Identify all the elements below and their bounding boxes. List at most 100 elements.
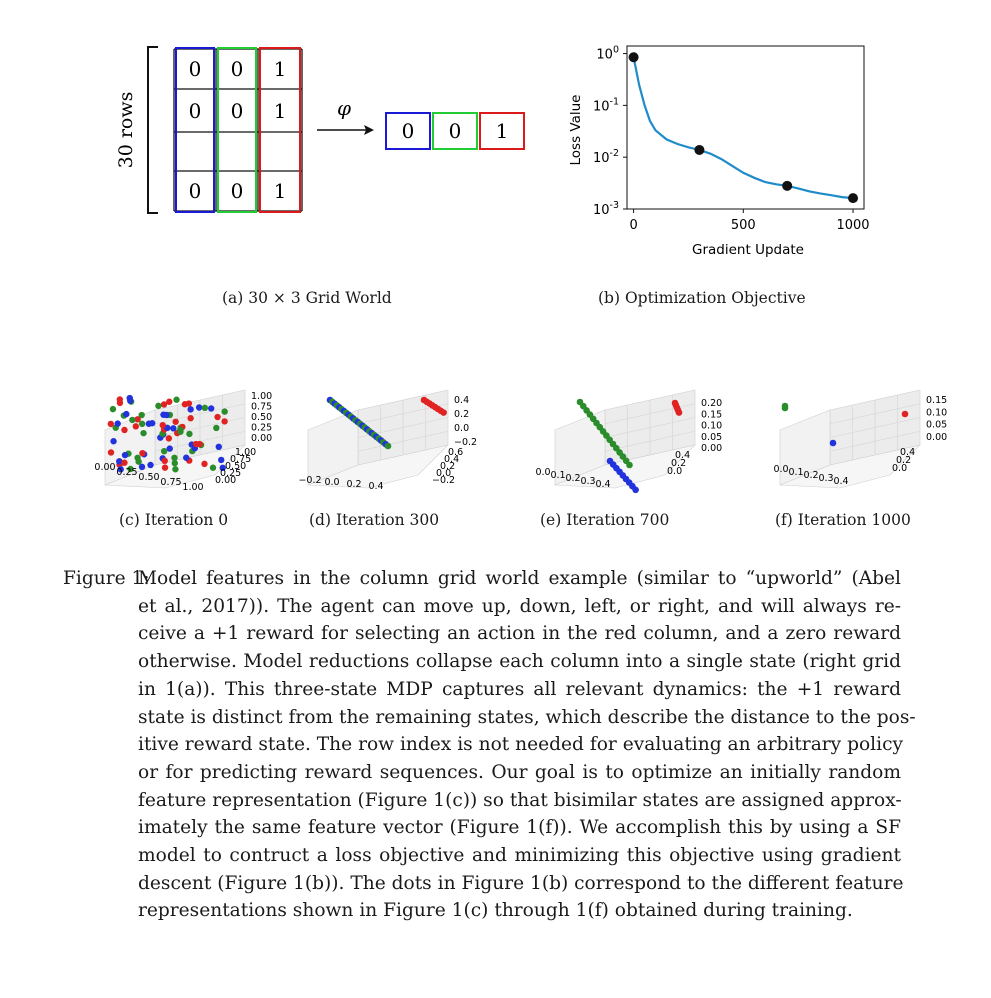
y-tick-label: 1.00 <box>235 447 256 458</box>
y-tick-label: 10-3 <box>593 200 619 218</box>
blue-column-box <box>175 47 215 213</box>
caption-f: (f) Iteration 1000 <box>775 511 911 529</box>
scatter-point <box>127 465 134 473</box>
z-tick-label: 0.15 <box>701 409 722 420</box>
scatter-point <box>138 411 145 419</box>
scatter-point <box>129 416 136 424</box>
scatter-point <box>218 456 225 464</box>
y-tick-label: 0.4 <box>444 454 459 465</box>
scatter-point <box>177 428 184 435</box>
phi-symbol: φ <box>337 96 351 120</box>
scatter-point <box>166 398 173 405</box>
z-tick-label: 0.25 <box>251 423 272 434</box>
y-tick-label: 0.0 <box>436 468 451 479</box>
y-tick-label: 0.2 <box>896 455 911 466</box>
scatter-point <box>121 426 128 434</box>
scatter-point <box>171 460 178 467</box>
scatter-point <box>161 464 169 471</box>
iteration-700-scatter: 0.200.150.100.050.000.0 0.1 0.2 0.3 0.40.40.… <box>535 389 722 494</box>
scatter-point <box>187 415 194 422</box>
z-tick-label: 0.10 <box>701 421 722 432</box>
caption-d: (d) Iteration 300 <box>309 511 440 529</box>
cell-r1-c3: 1 <box>274 57 287 81</box>
scatter-point <box>107 420 115 428</box>
x-tick-label: 1000 <box>836 218 869 233</box>
z-tick-label: 0.10 <box>926 407 947 418</box>
grid-line <box>154 417 246 438</box>
scatter-point <box>132 423 140 430</box>
result-blue-box <box>385 112 431 150</box>
caption-line: in 1(a)). This three-state MDP captures … <box>138 678 901 700</box>
scatter-point <box>114 420 121 427</box>
y-tick-label: 0.2 <box>440 461 455 472</box>
y-axis-label: Loss Value <box>568 95 584 166</box>
scatter-point <box>384 442 392 450</box>
scatter-point <box>221 418 228 425</box>
scatter-point <box>116 399 124 407</box>
caption-line: ceive a +1 reward for selecting an actio… <box>138 623 901 645</box>
scatter-point <box>109 405 117 413</box>
result-cell-2: 0 <box>449 119 462 143</box>
x-tick-label: 0.4 <box>595 479 610 490</box>
loss-axes: 0 500 1000 100 10-1 10-2 10-3 <box>593 45 870 233</box>
grid-line <box>829 417 921 438</box>
z-tick-label: 0.75 <box>251 402 272 413</box>
scatter-point <box>147 461 154 469</box>
caption-line: otherwise. Model reductions collapse eac… <box>138 651 901 673</box>
x-tick-label: 0.1 <box>550 470 565 481</box>
scatter-point <box>192 440 200 448</box>
y-tick-label: −0.2 <box>432 475 455 486</box>
scatter-point <box>214 413 221 421</box>
result-green-box <box>432 112 478 150</box>
y-tick-label: 0.0 <box>892 463 907 474</box>
x-tick-label: 0.4 <box>833 476 848 487</box>
cell-r2-c2: 0 <box>231 99 244 123</box>
scatter-point <box>187 406 194 413</box>
grid-line <box>604 417 696 438</box>
scatter-point <box>163 411 170 419</box>
scatter-point <box>159 421 166 429</box>
scatter-point <box>107 449 115 456</box>
y-tick-label: 100 <box>596 45 619 63</box>
loss-marker <box>628 52 639 63</box>
scatter-point <box>121 451 129 459</box>
scatter-point <box>116 458 123 465</box>
x-tick-label: 0.2 <box>346 479 361 490</box>
figure-label: Figure 1: <box>63 568 150 589</box>
y-tick-label: 0.75 <box>230 454 251 465</box>
scatter-point <box>134 416 141 423</box>
caption-line: imately the same feature vector (Figure … <box>138 817 901 839</box>
x-tick-label: 0.75 <box>160 477 181 488</box>
grid-world-diagram: 30 rows 0 0 1 0 0 1 0 0 1 φ 0 0 1 <box>115 46 525 214</box>
scatter-point <box>171 454 178 462</box>
cell-r1-c1: 0 <box>189 57 202 81</box>
scatter-point <box>209 464 217 471</box>
scatter-point <box>626 461 633 469</box>
scatter-point <box>138 420 146 428</box>
scatter-point <box>164 424 171 432</box>
scatter-point <box>134 454 141 461</box>
z-tick-label: −0.2 <box>454 437 477 448</box>
z-tick-label: 0.2 <box>454 409 469 420</box>
scatter-point <box>172 418 179 425</box>
cell-r2-c1: 0 <box>189 99 202 123</box>
scatter-point <box>219 464 226 472</box>
grid-line <box>357 430 449 452</box>
result-cell-3: 1 <box>496 119 509 143</box>
grid-line <box>604 430 696 452</box>
scatter-point <box>181 401 189 408</box>
scatter-point <box>201 460 208 468</box>
scatter-point <box>215 443 222 451</box>
z-tick-label: 0.00 <box>251 433 272 444</box>
caption-line: descent (Figure 1(b)). The dots in Figur… <box>138 872 904 894</box>
caption-line: Model features in the column grid world … <box>138 568 901 589</box>
scatter-point <box>160 447 168 455</box>
y-tick-label: 0.25 <box>220 468 241 479</box>
caption-line: itive reward state. The row index is not… <box>138 734 903 756</box>
floor <box>307 444 449 489</box>
scatter-point <box>901 410 909 418</box>
x-tick-label: 0.50 <box>138 472 159 483</box>
x-tick-label: 0.2 <box>803 470 818 481</box>
scatter-point <box>172 466 179 473</box>
